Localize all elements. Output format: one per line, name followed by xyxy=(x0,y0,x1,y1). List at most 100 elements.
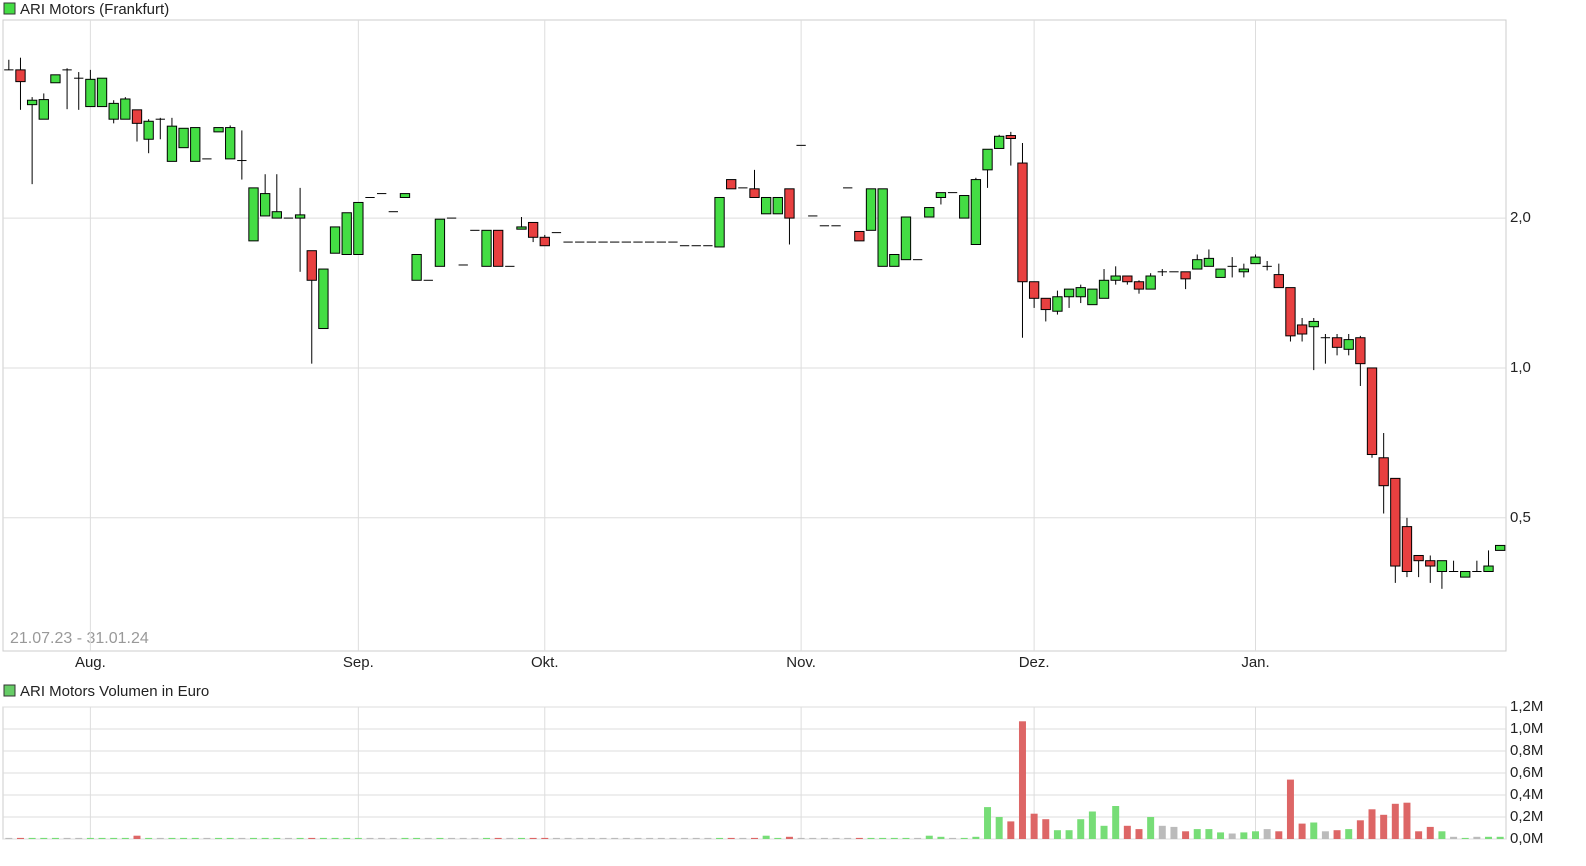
volume-bar xyxy=(1228,833,1236,839)
volume-bar xyxy=(308,837,316,839)
volume-bar xyxy=(86,837,94,839)
candle-body xyxy=(1436,560,1448,573)
volume-bar xyxy=(1030,813,1038,839)
volume-bar xyxy=(471,837,479,839)
candle-body xyxy=(1028,281,1040,299)
volume-bar xyxy=(1321,831,1329,839)
candle-body xyxy=(1098,279,1110,299)
volume-bar xyxy=(774,837,782,839)
candle-body xyxy=(15,69,26,83)
volume-bar xyxy=(354,837,362,839)
candle-body xyxy=(131,109,143,124)
volume-bar xyxy=(1007,821,1015,839)
volume-bar xyxy=(40,837,48,839)
volume-bar xyxy=(552,837,560,839)
volume-bar xyxy=(296,837,304,839)
volume-bar xyxy=(937,836,945,839)
volume-bar xyxy=(226,837,234,839)
candle-body xyxy=(982,148,993,171)
volume-bar xyxy=(1263,829,1271,839)
volume-bar xyxy=(1018,721,1026,839)
volume-bar xyxy=(984,807,992,839)
volume-bar xyxy=(634,837,642,839)
volume-bar xyxy=(1368,809,1376,839)
chart-title: ARI Motors Volumen in Euro xyxy=(20,683,209,700)
x-tick-label: Nov. xyxy=(786,654,816,671)
candle-body xyxy=(1040,297,1051,311)
candle-body xyxy=(259,193,271,217)
candle-body xyxy=(760,196,772,215)
volume-bar xyxy=(51,837,59,839)
volume-bar xyxy=(751,837,758,839)
volume-bar xyxy=(599,837,607,839)
volume-bar xyxy=(75,837,83,839)
candle-body xyxy=(1087,288,1098,306)
volume-bar xyxy=(1217,832,1225,839)
candle-body xyxy=(411,253,422,281)
volume-bar xyxy=(844,837,852,839)
volume-bar xyxy=(902,837,910,839)
volume-bar xyxy=(1496,836,1504,839)
candle-body xyxy=(1215,268,1226,278)
candle-body xyxy=(1460,571,1471,578)
volume-bar xyxy=(669,837,677,839)
volume-bar xyxy=(1461,837,1469,839)
volume-bar xyxy=(448,837,456,839)
candle-body xyxy=(516,226,527,230)
volume-bar xyxy=(1391,803,1399,839)
candle-body xyxy=(1296,324,1308,335)
volume-bar xyxy=(191,837,199,839)
candle-body xyxy=(1401,526,1413,573)
candle-body xyxy=(1250,256,1261,265)
volume-bar xyxy=(1345,829,1353,839)
volume-bar xyxy=(960,837,968,839)
legend-swatch xyxy=(3,2,16,15)
volume-bar xyxy=(389,837,397,839)
volume-bar xyxy=(541,837,549,839)
volume-bar xyxy=(914,837,922,839)
x-tick-label: Okt. xyxy=(531,654,559,671)
volume-bar xyxy=(413,837,421,839)
volume-bar xyxy=(401,837,409,839)
volume-bar xyxy=(1403,802,1411,839)
volume-bar xyxy=(156,837,164,839)
candle-body xyxy=(294,214,306,219)
volume-bar xyxy=(5,837,13,839)
candle-body xyxy=(1413,554,1424,562)
price-frame xyxy=(2,19,1507,652)
volume-bar xyxy=(331,837,339,839)
volume-bar xyxy=(646,837,654,839)
y-tick-label: 1,2M xyxy=(1510,698,1543,715)
candle-body xyxy=(143,120,154,140)
x-tick-label: Dez. xyxy=(1019,654,1050,671)
volume-bar xyxy=(343,837,351,839)
volume-bar xyxy=(1088,811,1096,839)
candle-body xyxy=(877,188,888,267)
candle-body xyxy=(1005,135,1016,140)
volume-bar xyxy=(622,837,630,839)
volume-bar xyxy=(564,837,572,839)
volume-bar xyxy=(972,836,980,839)
volume-bar xyxy=(762,835,770,839)
candle-body xyxy=(26,99,38,106)
candle-body xyxy=(714,196,725,248)
volume-bar xyxy=(867,837,875,839)
candle-body xyxy=(935,192,947,198)
chart-title: ARI Motors (Frankfurt) xyxy=(20,1,169,18)
volume-bar xyxy=(250,837,257,839)
candle-body xyxy=(854,230,865,242)
candle-body xyxy=(539,236,550,247)
candle-body xyxy=(1483,565,1494,573)
candle-body xyxy=(1366,367,1378,456)
candle-body xyxy=(726,179,737,190)
volume-bar xyxy=(424,837,432,839)
volume-bar xyxy=(1473,836,1481,839)
candle-body xyxy=(434,218,446,267)
volume-bar xyxy=(587,837,595,839)
volume-bar xyxy=(517,837,525,839)
candle-body xyxy=(353,201,364,255)
volume-bar xyxy=(1438,831,1446,839)
volume-bar xyxy=(1426,826,1434,839)
volume-bar xyxy=(1158,825,1166,839)
